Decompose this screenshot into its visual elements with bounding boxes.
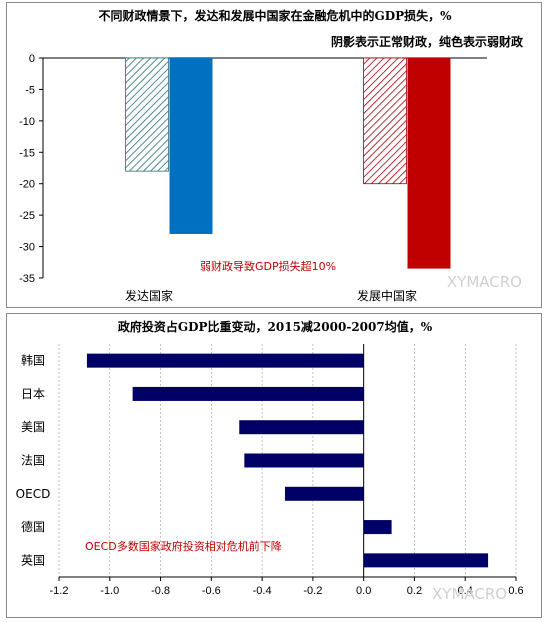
y-axis: 0 -5 -10 -15 -20 -25 -30 -35	[19, 53, 487, 285]
bar	[132, 386, 364, 401]
bar	[284, 486, 364, 501]
watermark: XYMACRO	[432, 585, 507, 603]
y-tick-label: -25	[19, 210, 35, 222]
x-tick-label: 0.2	[407, 585, 422, 597]
y-category-label: 德国	[21, 519, 45, 534]
x-category-label: 发达国家	[125, 288, 173, 303]
y-tick-label: -35	[19, 273, 35, 285]
y-category-label: OECD	[16, 487, 51, 501]
x-tick-label: -0.6	[202, 585, 221, 597]
annotation: 弱财政导致GDP损失超10%	[200, 259, 336, 273]
x-tick-label: 0.0	[356, 585, 371, 597]
x-tick-label: -0.8	[151, 585, 170, 597]
x-axis: -1.2 -1.0 -0.8 -0.6 -0.4 -0.2 0.0 0.2 0.4 0.6	[50, 576, 524, 597]
bar	[239, 420, 364, 435]
annotation: OECD多数国家政府投资相对危机前下降	[85, 539, 282, 553]
y-tick-label: -30	[19, 242, 35, 254]
gdp-loss-chart: 不同财政情景下，发达和发展中国家在金融危机中的GDP损失，% 阴影表示正常财政，…	[19, 8, 524, 303]
x-tick-label: 0.4	[458, 585, 473, 597]
gov-investment-chart: 政府投资占GDP比重变动，2015减2000-2007均值，% 韩国日本美国法国…	[16, 319, 524, 603]
bars	[86, 353, 489, 568]
chart-title: 政府投资占GDP比重变动，2015减2000-2007均值，%	[118, 319, 433, 334]
y-category-label: 日本	[21, 387, 45, 401]
bar-weak-fiscal	[407, 58, 451, 269]
y-tick-label: -20	[19, 179, 35, 191]
gdp-loss-chart-panel: 不同财政情景下，发达和发展中国家在金融危机中的GDP损失，% 阴影表示正常财政，…	[6, 2, 542, 308]
y-tick-label: -5	[25, 84, 35, 96]
bar	[244, 453, 364, 468]
watermark: XYMACRO	[447, 273, 522, 291]
bar	[363, 520, 392, 535]
y-category-label: 韩国	[21, 353, 45, 368]
bars	[125, 57, 451, 269]
x-tick-label: 0.6	[508, 585, 523, 597]
chart-title: 不同财政情景下，发达和发展中国家在金融危机中的GDP损失，%	[98, 8, 452, 23]
y-tick-label: -15	[19, 147, 35, 159]
x-tick-label: -1.0	[100, 585, 119, 597]
y-category-label: 法国	[21, 454, 45, 468]
x-tick-label: -0.4	[253, 585, 272, 597]
y-tick-label: 0	[29, 53, 35, 65]
chart-subtitle: 阴影表示正常财政，纯色表示弱财政	[331, 34, 524, 49]
bar-normal-fiscal	[363, 57, 407, 185]
category-labels: 发达国家 发展中国家	[125, 288, 417, 303]
y-category-label: 美国	[21, 420, 45, 434]
x-category-label: 发展中国家	[357, 288, 417, 303]
bar-weak-fiscal	[169, 58, 213, 234]
gov-investment-chart-panel: 政府投资占GDP比重变动，2015减2000-2007均值，% 韩国日本美国法国…	[6, 313, 542, 618]
x-tick-label: -0.2	[303, 585, 322, 597]
x-tick-label: -1.2	[50, 585, 69, 597]
bar-normal-fiscal	[125, 57, 169, 172]
bar	[363, 553, 489, 568]
bar	[86, 353, 364, 368]
y-tick-label: -10	[19, 116, 35, 128]
y-category-label: 英国	[21, 553, 45, 567]
